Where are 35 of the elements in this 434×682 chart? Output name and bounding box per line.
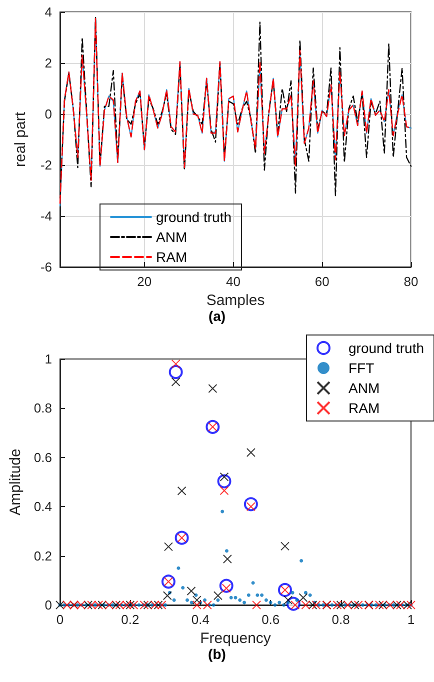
x-tick-label: 40 — [226, 274, 241, 289]
y-tick-label: -6 — [40, 260, 52, 274]
x-axis-title: Frequency — [200, 630, 272, 647]
y-tick-label: 4 — [44, 4, 52, 20]
y-axis-title: real part — [12, 111, 29, 168]
text: (a) — [208, 308, 226, 324]
legend-label: ANM — [156, 229, 188, 245]
x-tick-label: 80 — [404, 274, 418, 289]
y-tick-label: 0 — [44, 598, 52, 612]
legend-label: ANM — [348, 380, 380, 396]
y-tick-label: -4 — [40, 208, 52, 224]
x-tick-label: 0.6 — [262, 612, 280, 627]
x-tick-label: 0.4 — [191, 612, 210, 627]
y-tick-label: 0 — [44, 106, 52, 122]
y-tick-label: -2 — [40, 158, 52, 172]
y-tick-label: 0.4 — [34, 499, 52, 514]
x-tick-label: 0.2 — [121, 612, 140, 627]
text: (b) — [208, 646, 226, 662]
y-tick-label: 1 — [44, 352, 52, 366]
y-tick-label: 0.6 — [34, 450, 52, 465]
legend-label: RAM — [156, 249, 188, 265]
legend-label: ground truth — [348, 340, 424, 356]
x-tick-label: 60 — [314, 274, 330, 289]
y-tick-label: 2 — [44, 56, 52, 70]
x-axis-title: Samples — [206, 292, 265, 309]
legend-label: ground truth — [156, 209, 232, 225]
x-tick-label: 20 — [137, 274, 152, 289]
x-tick-label: 0.8 — [332, 612, 350, 627]
y-tick-label: 0.2 — [34, 548, 52, 564]
legend-label: RAM — [348, 400, 380, 416]
x-tick-label: 1 — [407, 612, 415, 627]
legend-label: FFT — [348, 360, 375, 376]
y-axis-title: Amplitude — [7, 448, 24, 516]
x-tick-label: 0 — [56, 612, 64, 627]
y-tick-label: 0.8 — [34, 400, 52, 416]
